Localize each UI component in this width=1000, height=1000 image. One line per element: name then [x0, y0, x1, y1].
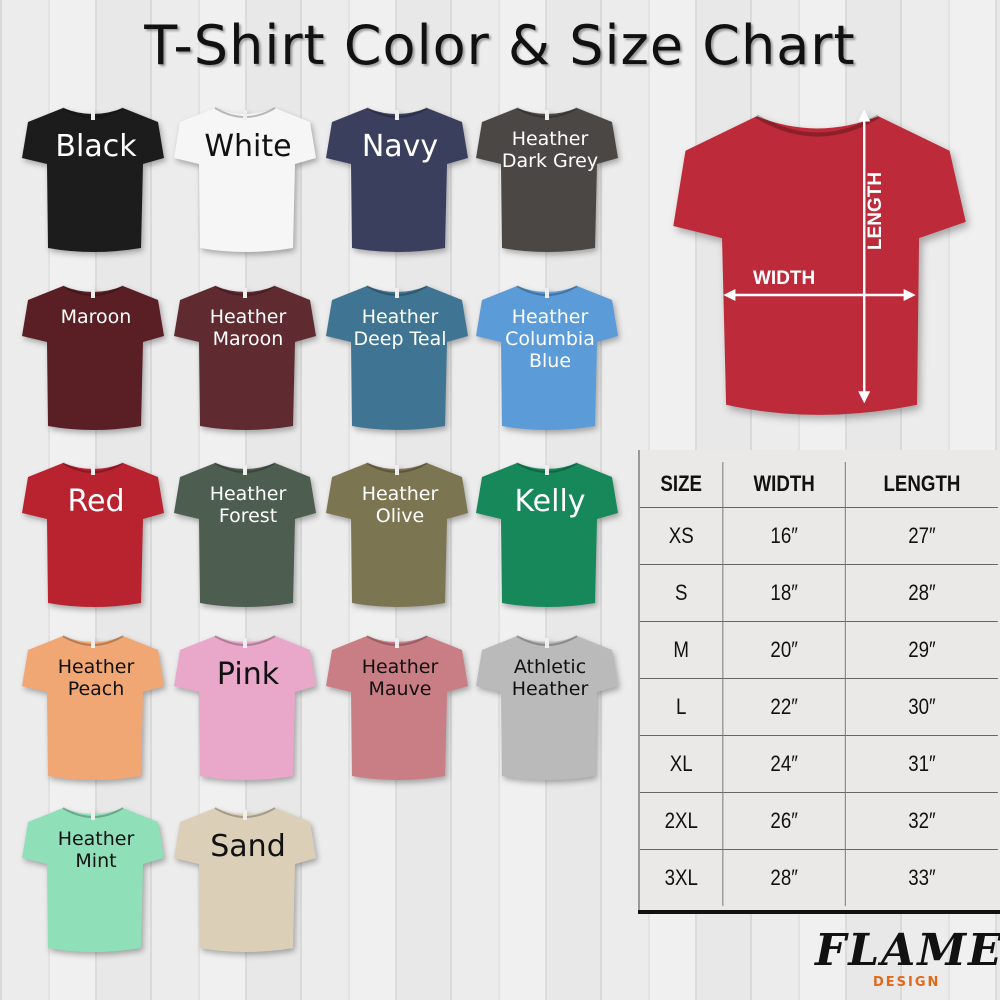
cell-width: 20″ — [722, 621, 846, 679]
color-swatch-heather-dark-grey: Heather Dark Grey — [472, 100, 622, 260]
tshirt-icon — [22, 635, 164, 780]
color-swatch-kelly: Kelly — [472, 455, 622, 615]
size-row: XL 24″ 31″ — [640, 735, 999, 793]
width-label: WIDTH — [753, 268, 816, 289]
color-label: Kelly — [514, 484, 586, 519]
tshirt-icon — [476, 635, 618, 780]
size-table: SIZE WIDTH LENGTH XS 16″ 27″ S 18″ 28″ M 20″ 29″… — [638, 450, 1000, 910]
cell-length: 31″ — [845, 735, 999, 793]
color-swatch-heather-peach: Heather Peach — [18, 628, 168, 788]
color-swatch-heather-forest: Heather Forest — [170, 455, 320, 615]
cell-width: 28″ — [722, 849, 846, 906]
size-row: L 22″ 30″ — [640, 678, 999, 736]
color-swatch-athletic-heather: Athletic Heather — [472, 628, 622, 788]
cell-length: 33″ — [845, 849, 999, 906]
size-row: S 18″ 28″ — [640, 564, 999, 622]
logo-sub: DESIGN — [873, 975, 941, 990]
color-swatch-navy: Navy — [322, 100, 472, 260]
color-label: Heather Dark Grey — [501, 128, 599, 172]
tshirt-icon — [476, 462, 618, 607]
cell-size: M — [640, 621, 723, 679]
cell-width: 16″ — [722, 507, 846, 565]
color-label: Maroon — [60, 306, 132, 328]
length-label: LENGTH — [865, 171, 887, 251]
header-size: SIZE — [640, 462, 723, 508]
cell-size: XS — [640, 507, 723, 565]
tshirt-icon — [22, 807, 164, 952]
color-label: Heather Deep Teal — [353, 306, 447, 350]
page-title: T-Shirt Color & Size Chart — [144, 14, 856, 77]
color-label: Heather Peach — [57, 656, 135, 700]
cell-size: 3XL — [664, 864, 698, 890]
header-length: LENGTH — [845, 462, 999, 508]
color-label: Heather Mint — [57, 828, 135, 872]
logo-word: FLAME — [815, 925, 1000, 976]
tshirt-icon — [326, 285, 468, 430]
color-label: Black — [55, 129, 137, 164]
cell-length: 29″ — [845, 621, 999, 679]
color-label: Heather Columbia Blue — [505, 306, 595, 372]
tshirt-icon — [22, 462, 164, 607]
color-label: Red — [67, 484, 125, 519]
cell-width: 18″ — [722, 564, 846, 622]
tshirt-icon — [174, 107, 316, 252]
measurement-shirt-graphic — [673, 109, 966, 415]
color-label: White — [204, 129, 292, 164]
color-label: Navy — [361, 129, 439, 164]
color-label: Heather Mauve — [361, 656, 439, 700]
cell-length: 27″ — [845, 507, 999, 565]
header-width: WIDTH — [722, 462, 846, 508]
tshirt-icon — [22, 285, 164, 430]
color-swatch-heather-columbia-blue: Heather Columbia Blue — [472, 278, 622, 438]
tshirt-icon — [174, 635, 316, 780]
color-label: Pink — [216, 657, 280, 692]
color-label: Sand — [210, 829, 286, 864]
color-label: Heather Olive — [361, 483, 439, 527]
color-swatch-heather-deep-teal: Heather Deep Teal — [322, 278, 472, 438]
measurement-shirt: WIDTH LENGTH — [665, 100, 970, 425]
color-swatch-sand: Sand — [170, 800, 320, 960]
cell-width: 22″ — [722, 678, 846, 736]
cell-size: L — [640, 678, 723, 736]
size-row: M 20″ 29″ — [640, 621, 999, 679]
color-swatch-heather-maroon: Heather Maroon — [170, 278, 320, 438]
size-row: XS 16″ 27″ — [640, 507, 999, 565]
color-swatch-black: Black — [18, 100, 168, 260]
color-swatch-pink: Pink — [170, 628, 320, 788]
color-swatch-maroon: Maroon — [18, 278, 168, 438]
color-swatch-red: Red — [18, 455, 168, 615]
tshirt-icon — [174, 462, 316, 607]
cell-size: XL — [640, 735, 723, 793]
color-swatch-heather-mint: Heather Mint — [18, 800, 168, 960]
color-swatch-white: White — [170, 100, 320, 260]
color-label: Athletic Heather — [511, 656, 589, 700]
tshirt-icon — [174, 807, 316, 952]
tshirt-icon — [326, 635, 468, 780]
cell-length: 32″ — [845, 792, 999, 850]
size-row: 2XL 26″ 32″ — [640, 792, 999, 850]
cell-size: S — [640, 564, 723, 622]
color-label: Heather Maroon — [209, 306, 287, 350]
cell-length: 28″ — [845, 564, 999, 622]
color-label: Heather Forest — [209, 483, 287, 527]
cell-width: 26″ — [722, 792, 846, 850]
tshirt-icon — [326, 462, 468, 607]
size-row: 3XL 28″ 33″ — [640, 849, 999, 906]
cell-width: 24″ — [722, 735, 846, 793]
color-swatch-heather-olive: Heather Olive — [322, 455, 472, 615]
cell-length: 30″ — [845, 678, 999, 736]
color-swatch-heather-mauve: Heather Mauve — [322, 628, 472, 788]
tshirt-icon — [476, 285, 618, 430]
tshirt-icon — [174, 285, 316, 430]
tshirt-icon — [22, 107, 164, 252]
flame-design-logo: FLAME DESIGN — [815, 925, 1000, 1000]
cell-size: 2XL — [640, 792, 723, 850]
tshirt-icon — [326, 107, 468, 252]
tshirt-icon — [476, 107, 618, 252]
